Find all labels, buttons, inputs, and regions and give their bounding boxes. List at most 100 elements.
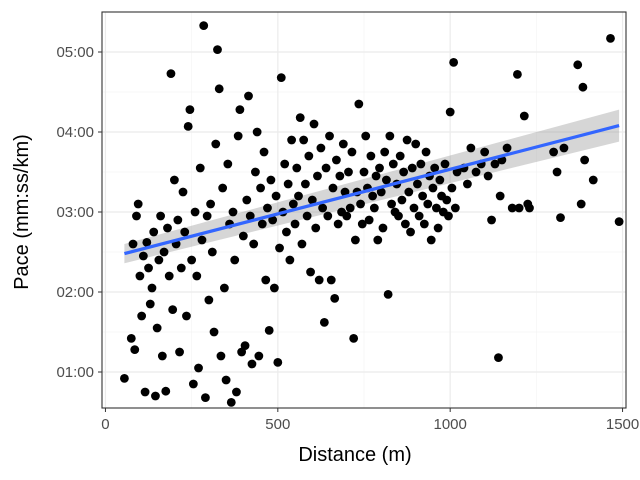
data-point [201, 393, 210, 402]
data-point [395, 151, 405, 161]
data-point [183, 122, 193, 131]
ribbon-layer [124, 109, 620, 264]
data-point [402, 135, 412, 145]
data-point [276, 73, 286, 82]
data-point [192, 271, 202, 281]
data-point [216, 351, 226, 361]
data-point [144, 263, 153, 273]
data-point [137, 311, 147, 321]
data-point [287, 135, 297, 145]
data-point [202, 211, 212, 221]
data-point [413, 179, 422, 189]
x-tick-label: 1500 [606, 416, 639, 433]
data-point [361, 131, 371, 141]
data-point [340, 187, 350, 197]
data-point [440, 159, 450, 169]
data-point [209, 327, 219, 337]
data-point [366, 151, 376, 161]
data-point [319, 318, 329, 327]
data-point [388, 159, 398, 169]
data-point [266, 175, 276, 185]
data-point [261, 275, 271, 285]
data-point [282, 227, 291, 237]
data-point [354, 99, 364, 109]
data-point [373, 235, 383, 245]
data-point [573, 60, 583, 70]
data-point [359, 167, 369, 177]
data-point [483, 171, 493, 181]
data-point [556, 213, 565, 223]
data-point [397, 195, 407, 205]
data-point [271, 191, 281, 201]
data-point [120, 374, 129, 383]
data-point [559, 143, 569, 153]
data-point [311, 223, 321, 233]
data-point [326, 275, 336, 285]
data-point [219, 283, 229, 293]
data-point [316, 143, 326, 153]
data-point [387, 199, 396, 209]
data-point [233, 131, 243, 141]
data-point [285, 255, 295, 265]
data-point [169, 175, 179, 185]
data-point [142, 238, 152, 247]
data-point [318, 203, 328, 213]
data-point [207, 247, 217, 257]
data-point [430, 163, 440, 173]
data-point [152, 323, 162, 333]
data-point [304, 151, 314, 161]
data-point [130, 345, 140, 354]
data-point [290, 219, 300, 229]
x-tick-label: 1000 [433, 416, 466, 433]
data-point [211, 139, 221, 149]
data-point [325, 131, 334, 141]
data-point [135, 271, 145, 281]
data-point [375, 163, 384, 173]
data-point [447, 183, 457, 193]
data-point [195, 163, 205, 173]
data-point [466, 143, 476, 153]
data-point [156, 211, 166, 221]
data-point [394, 211, 403, 221]
data-point [263, 203, 272, 213]
data-point [257, 219, 267, 229]
data-point [330, 294, 340, 303]
data-point [414, 211, 424, 221]
data-point [490, 159, 500, 169]
data-point [164, 271, 174, 281]
y-tick-label: 05:00 [56, 44, 94, 61]
data-point [356, 199, 365, 209]
data-point [376, 187, 386, 197]
data-point [240, 341, 250, 350]
data-point [342, 211, 352, 221]
data-point [399, 167, 409, 177]
data-point [419, 219, 429, 229]
data-point [578, 82, 588, 92]
data-point [313, 171, 322, 181]
data-point [423, 199, 433, 209]
data-point [344, 167, 353, 177]
data-point [368, 191, 378, 201]
y-tick-label: 04:00 [56, 124, 94, 141]
data-point [288, 199, 298, 209]
data-point [140, 387, 150, 397]
data-point [128, 239, 138, 249]
data-point [507, 203, 517, 213]
confidence-ribbon [124, 109, 620, 264]
x-tick-label: 500 [265, 416, 290, 433]
x-tick-label: 0 [101, 416, 109, 433]
data-point [435, 175, 445, 185]
data-point [385, 131, 395, 141]
data-point [502, 143, 512, 153]
data-point [138, 251, 148, 261]
data-point [463, 179, 472, 189]
data-point [338, 139, 348, 149]
data-point [166, 69, 176, 78]
data-point [350, 235, 360, 245]
data-point [232, 387, 241, 397]
data-point [226, 398, 236, 407]
data-point [428, 183, 438, 193]
data-point [580, 155, 590, 165]
data-point [269, 283, 279, 293]
data-point [431, 203, 441, 213]
